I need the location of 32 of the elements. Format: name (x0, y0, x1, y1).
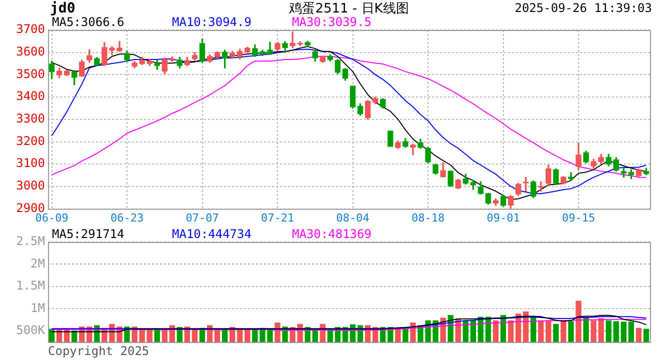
text: Copyright 2025 (48, 344, 150, 358)
y-tick-label: 3200 (16, 134, 45, 148)
y-tick-label: 2.5M (16, 234, 45, 248)
y-tick-label: 1M (30, 300, 45, 315)
y-tick-label: 3500 (16, 66, 45, 81)
x-tick-label: 07-07 (186, 211, 219, 224)
y-tick-label: 3100 (16, 156, 45, 170)
y-tick-label: 3600 (16, 44, 45, 58)
x-tick-label: 06-23 (110, 211, 144, 224)
chart-title: 鸡蛋2511 - 日K线图 (288, 1, 409, 16)
text: MA10:3094.9 (172, 15, 252, 30)
y-tick-label: 3400 (16, 89, 45, 104)
text: MA30:3039.5 (292, 15, 372, 30)
candlestick (290, 31, 296, 48)
candlestick (410, 144, 416, 156)
x-tick-label: 08-18 (411, 211, 445, 224)
x-tick-label: 08-04 (336, 211, 370, 224)
text: jd0 (50, 0, 76, 17)
y-tick-label: 3000 (16, 178, 45, 193)
y-tick-label: 3700 (16, 22, 45, 36)
y-tick-label: 1.5M (16, 278, 45, 293)
text: 2025-09-26 11:39:03 (514, 1, 652, 16)
text: MA5:291714 (52, 227, 124, 242)
text: MA10:444734 (172, 227, 252, 242)
x-tick-label: 07-21 (260, 211, 294, 224)
x-tick-label: 09-15 (562, 211, 596, 224)
text: MA5:3066.6 (52, 15, 124, 30)
x-tick-label: 09-01 (486, 211, 520, 224)
y-tick-label: 3300 (16, 112, 45, 126)
y-tick-label: 2M (30, 256, 45, 270)
text: MA30:481369 (292, 227, 372, 242)
y-tick-label: 500K (16, 323, 46, 338)
